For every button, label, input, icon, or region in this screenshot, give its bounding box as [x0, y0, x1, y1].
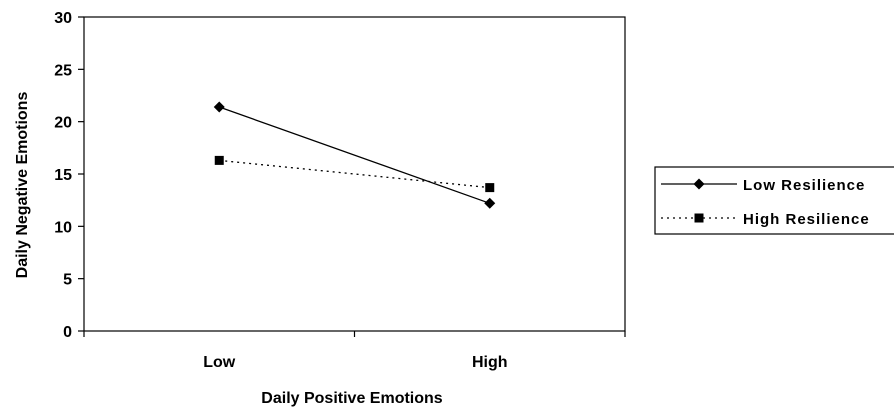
y-tick-label: 15 — [54, 167, 72, 184]
plot-area — [83, 16, 626, 332]
legend: Low Resilience High Resilience — [654, 166, 894, 235]
x-tick-label: Low — [203, 354, 236, 371]
y-tick-label: 5 — [63, 272, 72, 289]
y-axis-title: Daily Negative Emotions — [14, 92, 31, 279]
x-axis: Low High — [83, 331, 626, 371]
legend-marker — [693, 178, 705, 190]
y-tick-label: 10 — [54, 219, 72, 236]
y-tick-label: 25 — [54, 62, 72, 79]
series-layer — [213, 101, 496, 209]
data-point — [214, 155, 224, 165]
data-point — [484, 197, 496, 209]
x-axis-title: Daily Positive Emotions — [261, 390, 442, 407]
series-1 — [213, 101, 496, 209]
data-point — [213, 101, 225, 113]
legend-label: Low Resilience — [743, 177, 865, 194]
y-tick-label: 0 — [63, 324, 72, 341]
legend-box — [654, 166, 894, 235]
data-point — [485, 183, 495, 193]
x-tick-label: High — [472, 354, 508, 371]
legend-marker — [694, 213, 704, 223]
series-line — [219, 106, 490, 204]
legend-label: High Resilience — [743, 211, 870, 228]
y-tick-label: 20 — [54, 115, 72, 132]
y-axis: 0 5 10 15 20 25 30 — [54, 10, 84, 341]
y-tick-label: 30 — [54, 10, 72, 27]
series-2 — [214, 155, 495, 193]
